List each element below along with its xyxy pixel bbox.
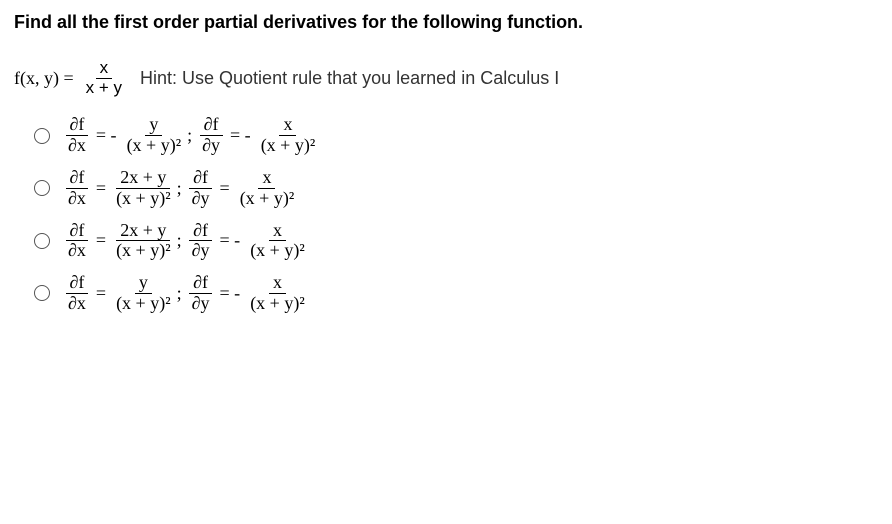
- radio-icon[interactable]: [34, 285, 50, 301]
- dx-den: (x + y)²: [112, 294, 175, 314]
- eq-sign: =: [90, 178, 112, 199]
- hint-text: Hint: Use Quotient rule that you learned…: [140, 68, 559, 89]
- dy-num: x: [269, 221, 286, 242]
- question-title: Find all the first order partial derivat…: [14, 12, 878, 33]
- dy-den: (x + y)²: [246, 294, 309, 314]
- option-1-math: ∂f ∂x = - y (x + y)² ; ∂f ∂y = - x (x + …: [64, 115, 319, 156]
- eq-sign: =: [90, 230, 112, 251]
- dfx-den: ∂x: [64, 241, 90, 261]
- dfx-den: ∂x: [64, 136, 90, 156]
- dy-den: (x + y)²: [236, 189, 299, 209]
- option-4[interactable]: ∂f ∂x = y (x + y)² ; ∂f ∂y = - x (x + y)…: [34, 273, 878, 314]
- dfy-num: ∂f: [189, 273, 212, 294]
- dfy-num: ∂f: [189, 221, 212, 242]
- dx-den: (x + y)²: [123, 136, 186, 156]
- dx-num: y: [135, 273, 152, 294]
- dx-num: 2x + y: [116, 221, 170, 242]
- dx-den: (x + y)²: [112, 241, 175, 261]
- eq-sign: = -: [214, 230, 247, 251]
- dfx-num: ∂f: [66, 273, 89, 294]
- eq-sign: = -: [224, 125, 257, 146]
- dy-num: x: [279, 115, 296, 136]
- dfx-den: ∂x: [64, 189, 90, 209]
- dfy-num: ∂f: [189, 168, 212, 189]
- dy-num: x: [258, 168, 275, 189]
- eq-sign: =: [214, 178, 236, 199]
- dx-num: y: [145, 115, 162, 136]
- dy-den: (x + y)²: [257, 136, 320, 156]
- dy-num: x: [269, 273, 286, 294]
- eq-sign: = -: [90, 125, 123, 146]
- function-fraction: x x + y: [82, 59, 126, 97]
- answer-options: ∂f ∂x = - y (x + y)² ; ∂f ∂y = - x (x + …: [34, 115, 878, 313]
- eq-sign: =: [90, 283, 112, 304]
- semicolon: ;: [175, 230, 188, 251]
- dfx-den: ∂x: [64, 294, 90, 314]
- semicolon: ;: [175, 283, 188, 304]
- dfy-den: ∂y: [188, 294, 214, 314]
- semicolon: ;: [175, 178, 188, 199]
- dfx-num: ∂f: [66, 115, 89, 136]
- option-1[interactable]: ∂f ∂x = - y (x + y)² ; ∂f ∂y = - x (x + …: [34, 115, 878, 156]
- dfy-num: ∂f: [200, 115, 223, 136]
- frac-num: x: [96, 59, 113, 79]
- radio-icon[interactable]: [34, 128, 50, 144]
- option-2-math: ∂f ∂x = 2x + y (x + y)² ; ∂f ∂y = x (x +…: [64, 168, 298, 209]
- option-3-math: ∂f ∂x = 2x + y (x + y)² ; ∂f ∂y = - x (x…: [64, 221, 309, 262]
- function-lhs: f(x, y) =: [14, 68, 74, 89]
- semicolon: ;: [185, 125, 198, 146]
- frac-den: x + y: [82, 79, 126, 98]
- option-2[interactable]: ∂f ∂x = 2x + y (x + y)² ; ∂f ∂y = x (x +…: [34, 168, 878, 209]
- eq-sign: = -: [214, 283, 247, 304]
- dfy-den: ∂y: [188, 189, 214, 209]
- dx-num: 2x + y: [116, 168, 170, 189]
- dfy-den: ∂y: [188, 241, 214, 261]
- dfx-num: ∂f: [66, 221, 89, 242]
- dx-den: (x + y)²: [112, 189, 175, 209]
- option-4-math: ∂f ∂x = y (x + y)² ; ∂f ∂y = - x (x + y)…: [64, 273, 309, 314]
- dy-den: (x + y)²: [246, 241, 309, 261]
- radio-icon[interactable]: [34, 233, 50, 249]
- radio-icon[interactable]: [34, 180, 50, 196]
- option-3[interactable]: ∂f ∂x = 2x + y (x + y)² ; ∂f ∂y = - x (x…: [34, 221, 878, 262]
- function-prompt: f(x, y) = x x + y Hint: Use Quotient rul…: [14, 59, 878, 97]
- dfy-den: ∂y: [198, 136, 224, 156]
- dfx-num: ∂f: [66, 168, 89, 189]
